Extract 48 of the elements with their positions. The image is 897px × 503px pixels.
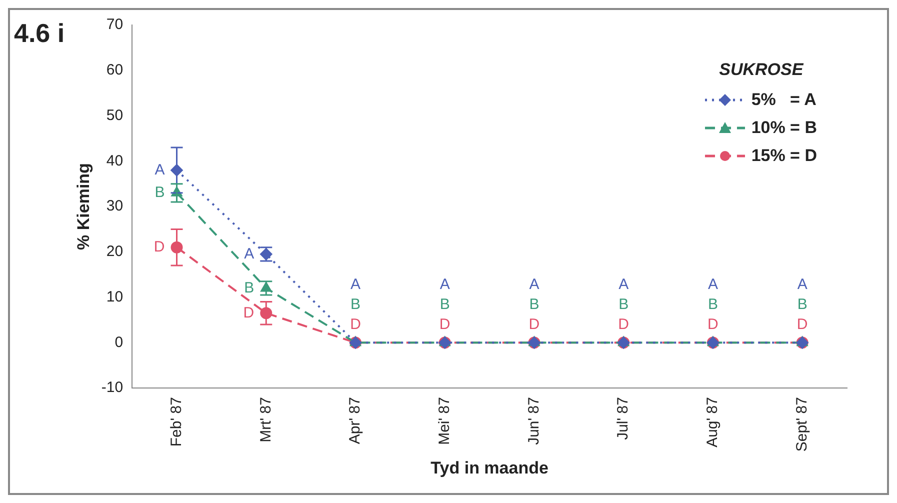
y-tick-label: 70: [106, 16, 124, 34]
x-tick-label: Mei' 87: [436, 397, 453, 445]
data-label: B: [440, 296, 450, 313]
data-label: A: [529, 276, 540, 293]
y-tick-label: 0: [114, 334, 124, 351]
x-tick-label: Jul' 87: [614, 397, 632, 440]
y-tick-label: 50: [106, 106, 124, 124]
data-label: D: [528, 316, 540, 333]
data-label: A: [618, 276, 629, 293]
data-label: D: [154, 238, 165, 256]
y-tick-label: -10: [101, 379, 124, 396]
data-label: A: [708, 276, 718, 293]
data-label: D: [796, 316, 808, 333]
legend-label: 15% = D: [751, 146, 817, 166]
data-label: A: [797, 276, 808, 293]
data-label: A: [440, 276, 450, 293]
y-axis-title: % Kieming: [74, 163, 93, 250]
data-label: B: [529, 296, 540, 313]
x-tick-label: Mrt' 87: [257, 397, 274, 442]
y-tick-label: 30: [106, 198, 124, 215]
x-tick-label: Jun' 87: [525, 397, 542, 445]
legend-label: 5% = A: [751, 90, 816, 110]
data-label: D: [350, 316, 362, 333]
x-tick-label: Feb' 87: [168, 397, 185, 447]
x-axis-title: Tyd in maande: [430, 458, 548, 478]
y-tick-label: 20: [106, 243, 124, 260]
y-tick-label: 10: [106, 288, 124, 306]
data-label: B: [797, 296, 808, 313]
data-label: B: [154, 184, 165, 202]
x-tick-label: Sept' 87: [793, 397, 810, 452]
data-label: B: [618, 296, 629, 313]
data-label: A: [154, 161, 165, 178]
data-label: B: [350, 296, 360, 313]
data-label: B: [708, 296, 718, 313]
chart-title: 4.6 i: [14, 18, 65, 49]
x-tick-label: Apr' 87: [346, 397, 364, 444]
data-label: A: [244, 245, 254, 262]
data-label: D: [708, 316, 719, 333]
y-tick-label: 60: [106, 62, 124, 79]
x-tick-label: Aug' 87: [704, 397, 722, 448]
legend-title: SUKROSE: [718, 60, 804, 80]
data-label: D: [243, 304, 254, 322]
y-tick-label: 40: [106, 152, 124, 170]
data-label: B: [244, 279, 254, 296]
legend-label: 10% = B: [751, 118, 817, 138]
data-label: A: [350, 276, 360, 293]
data-label: D: [618, 316, 630, 333]
data-label: D: [439, 316, 450, 333]
